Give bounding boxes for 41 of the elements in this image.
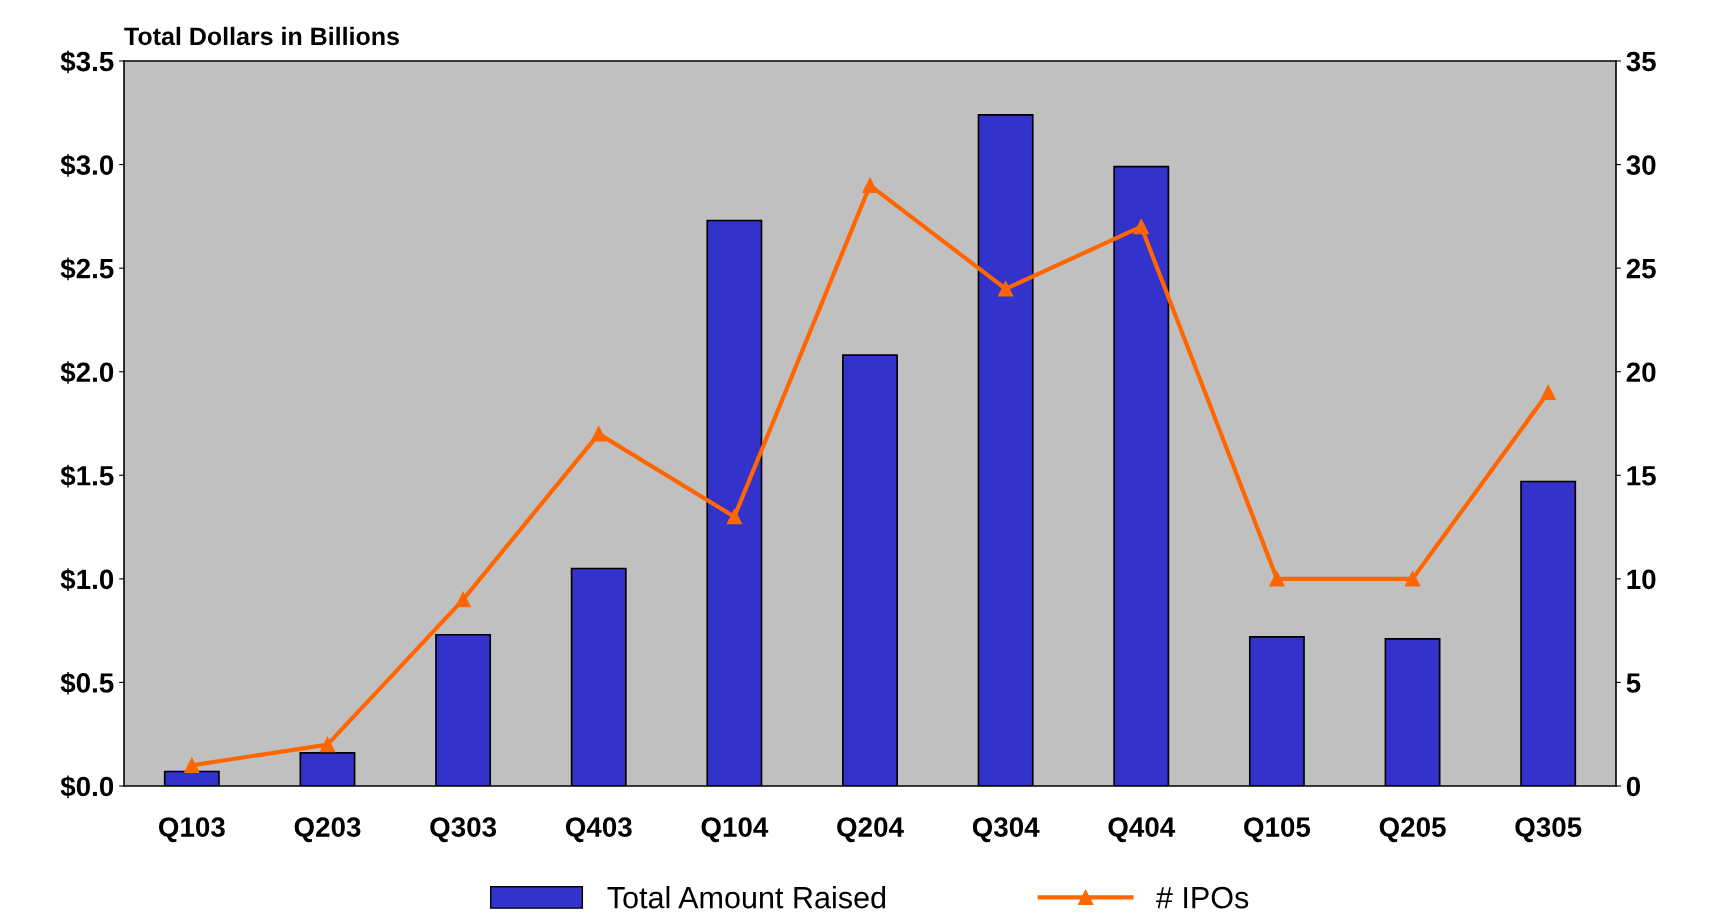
x-tick-label: Q404 bbox=[1108, 817, 1176, 843]
x-tick-label: Q104 bbox=[701, 817, 769, 843]
x-tick-label: Q403 bbox=[565, 817, 632, 843]
x-tick-label: Q204 bbox=[837, 817, 904, 843]
point bbox=[1404, 571, 1421, 587]
y-tick-label: $0.5 bbox=[60, 671, 114, 695]
point bbox=[591, 426, 607, 442]
point bbox=[1269, 571, 1285, 587]
y2-tick-label: 20 bbox=[1626, 362, 1656, 383]
y-tick-label: $3.5 bbox=[60, 50, 114, 74]
y2-tick-label: 30 bbox=[1626, 155, 1656, 175]
x-tick-label: Q304 bbox=[972, 817, 1040, 843]
point bbox=[1133, 219, 1149, 235]
legend-label: Total Amount Raised bbox=[607, 886, 886, 909]
x-tick-label: Q205 bbox=[1379, 817, 1446, 843]
y2-tick-label: 15 bbox=[1627, 466, 1656, 486]
x-tick-label: Q105 bbox=[1244, 817, 1311, 843]
legend-label: # IPOs bbox=[1156, 886, 1249, 909]
y-tick-label: $1.0 bbox=[60, 568, 114, 591]
x-tick-label: Q203 bbox=[294, 817, 361, 843]
x-tick-label: Q303 bbox=[430, 817, 497, 843]
point bbox=[455, 591, 471, 608]
point bbox=[997, 281, 1014, 297]
point bbox=[319, 736, 336, 753]
point bbox=[184, 757, 200, 773]
y2-tick-label: 5 bbox=[1626, 673, 1641, 693]
y-tick-label: $1.5 bbox=[60, 464, 114, 488]
point bbox=[1540, 384, 1556, 401]
x-tick-label: Q103 bbox=[158, 817, 225, 843]
y-tick-label: $0.0 bbox=[60, 775, 114, 799]
y-tick-label: $2.0 bbox=[60, 361, 114, 384]
y2-tick-label: 0 bbox=[1626, 776, 1641, 797]
point bbox=[726, 509, 743, 525]
y-tick-label: $3.0 bbox=[60, 154, 114, 177]
y-tick-label: $2.5 bbox=[60, 257, 114, 281]
y2-tick-label: 35 bbox=[1626, 51, 1656, 72]
y2-tick-label: 25 bbox=[1626, 258, 1656, 279]
x-tick-label: Q305 bbox=[1515, 817, 1582, 843]
point bbox=[862, 177, 878, 193]
y2-tick-label: 10 bbox=[1627, 569, 1656, 590]
y-axis-title: Total Dollars in Billions bbox=[124, 26, 399, 46]
